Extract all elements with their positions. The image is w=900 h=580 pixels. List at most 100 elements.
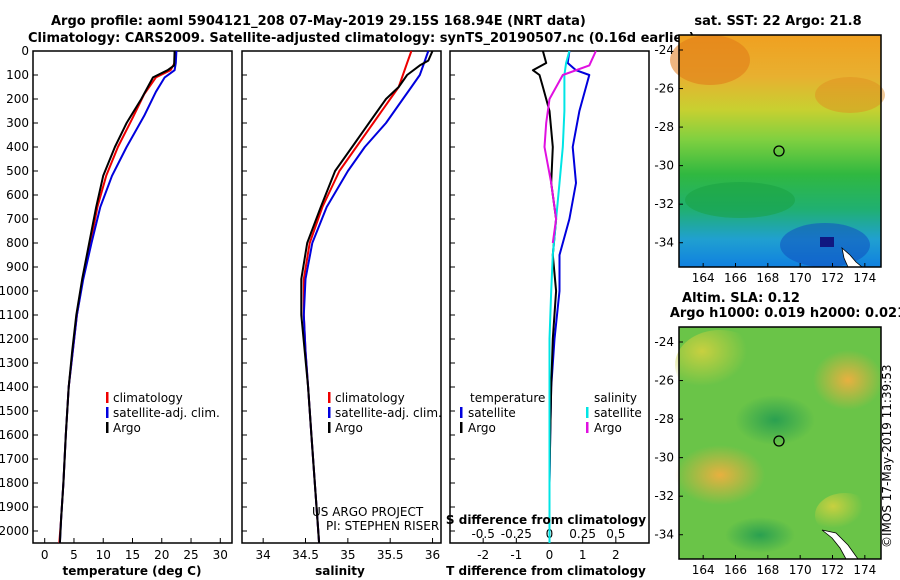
x-tick-label: 34 (256, 548, 271, 562)
x-tick-label: 35.5 (377, 548, 404, 562)
legend-swatch-s-argo (586, 422, 589, 433)
sla-high (815, 493, 875, 537)
series-line-satellite-adj-clim- (58, 50, 178, 544)
legend-swatch-argo (106, 422, 109, 433)
salinity-plot-frame (241, 50, 442, 544)
sla-low (735, 395, 815, 445)
legend-argo: Argo (335, 421, 363, 435)
x-tick-label: 2 (612, 548, 620, 562)
x-tick-label: 30 (213, 548, 228, 562)
t-difference-axis-label: T difference from climatology (446, 564, 646, 578)
legend-swatch-satellite (328, 407, 331, 418)
legend-t-satellite: satellite (468, 406, 516, 420)
x-tick-label: -2 (477, 548, 489, 562)
depth-tick-label: 1700 (0, 452, 29, 466)
temperature-plot-frame (32, 50, 233, 544)
depth-tick-label: 900 (6, 260, 29, 274)
depth-tick-label: 500 (6, 164, 29, 178)
salinity-axis-label: salinity (315, 564, 365, 578)
depth-tick-label: 1400 (0, 380, 29, 394)
lon-tick-label: 174 (853, 563, 876, 577)
lon-tick-label: 172 (821, 563, 844, 577)
legend-swatch-climatology (106, 392, 109, 403)
x-tick-label: 0 (41, 548, 49, 562)
lon-tick-label: 166 (724, 271, 747, 285)
legend-salinity-title: salinity (594, 391, 637, 405)
lat-tick-label: -30 (654, 159, 674, 173)
depth-tick-label: 600 (6, 188, 29, 202)
timestamp: ©IMOS 17-May-2019 11:39:53 (880, 364, 894, 548)
lon-tick-label: 170 (789, 271, 812, 285)
s-tick-label: -0.5 (471, 527, 494, 541)
x-tick-label: 20 (154, 548, 169, 562)
x-tick-label: 36 (425, 548, 440, 562)
legend-swatch-t-satellite (460, 407, 463, 418)
s-tick-label: -0.25 (501, 527, 532, 541)
series-line-argo (300, 50, 434, 544)
project-credit: US ARGO PROJECT (312, 505, 424, 519)
depth-tick-label: 300 (6, 116, 29, 130)
sst-map-title: sat. SST: 22 Argo: 21.8 (694, 14, 861, 29)
salinity-legend: climatology satellite-adj. clim. Argo (328, 391, 442, 435)
x-tick-label: -1 (510, 548, 522, 562)
sla-map-subtitle: Argo h1000: 0.019 h2000: 0.021 (670, 306, 900, 321)
lat-tick-label: -26 (654, 374, 674, 388)
lat-tick-label: -32 (654, 489, 674, 503)
lon-tick-label: 166 (724, 563, 747, 577)
temperature-profile-plot: 0 5 10 15 20 25 30 (41, 50, 228, 562)
title-line-2: Climatology: CARS2009. Satellite-adjuste… (28, 31, 695, 46)
series-line-argo (58, 50, 176, 544)
legend-swatch-satellite (106, 407, 109, 418)
lat-tick-label: -32 (654, 197, 674, 211)
sla-map-title: Altim. SLA: 0.12 (682, 291, 800, 306)
series-line-satellite-adj-clim- (302, 50, 430, 544)
temperature-axis-label: temperature (deg C) (63, 564, 202, 578)
x-tick-label: 1 (579, 548, 587, 562)
sla-map-axes: 164 166 168 170 172 174 -24 -26 -28 -30 -32 -34 (654, 335, 876, 577)
warm-patch (815, 77, 885, 113)
x-tick-label: 25 (183, 548, 198, 562)
depth-tick-label: 1500 (0, 404, 29, 418)
series-line-s-satellite (548, 50, 571, 543)
depth-tick-label: 200 (6, 92, 29, 106)
lon-tick-label: 168 (756, 563, 779, 577)
legend-argo: Argo (113, 421, 141, 435)
series-line-t-argo (531, 50, 558, 543)
title-line-1: Argo profile: aoml 5904121_208 07-May-20… (51, 14, 586, 29)
depth-tick-label: 700 (6, 212, 29, 226)
difference-legend: temperature satellite Argo salinity sate… (460, 391, 642, 435)
depth-tick-label: 1600 (0, 428, 29, 442)
lon-tick-label: 164 (692, 563, 715, 577)
x-tick-label: 0 (546, 548, 554, 562)
legend-swatch-argo (328, 422, 331, 433)
lon-tick-label: 174 (853, 271, 876, 285)
cool-patch (685, 182, 795, 218)
sst-map (670, 34, 885, 268)
series-line-climatology (58, 50, 177, 544)
depth-tick-label: 1800 (0, 476, 29, 490)
float-location-marker (773, 145, 785, 157)
sla-low (725, 517, 795, 553)
legend-climatology: climatology (335, 391, 405, 405)
depth-tick-label: 1900 (0, 500, 29, 514)
pi-credit: PI: STEPHEN RISER (326, 519, 439, 533)
lat-tick-label: -30 (654, 451, 674, 465)
lon-tick-label: 168 (756, 271, 779, 285)
sst-map-frame (678, 34, 882, 268)
series-line-s-argo (543, 50, 597, 244)
legend-s-satellite: satellite (594, 406, 642, 420)
temperature-legend: climatology satellite-adj. clim. Argo (106, 391, 220, 435)
series-line-climatology (302, 50, 413, 544)
lon-tick-label: 172 (821, 271, 844, 285)
sst-map-axes: 164 166 168 170 172 174 -24 -26 -28 -30 -32 -34 (654, 43, 876, 285)
legend-t-argo: Argo (468, 421, 496, 435)
x-tick-label: 5 (70, 548, 78, 562)
s-tick-label: 0.25 (569, 527, 596, 541)
x-tick-label: 10 (96, 548, 111, 562)
lat-tick-label: -34 (654, 236, 674, 250)
sla-high (675, 445, 765, 505)
float-location-marker (773, 435, 785, 447)
legend-swatch-s-satellite (586, 407, 589, 418)
depth-tick-label: 0 (21, 44, 29, 58)
